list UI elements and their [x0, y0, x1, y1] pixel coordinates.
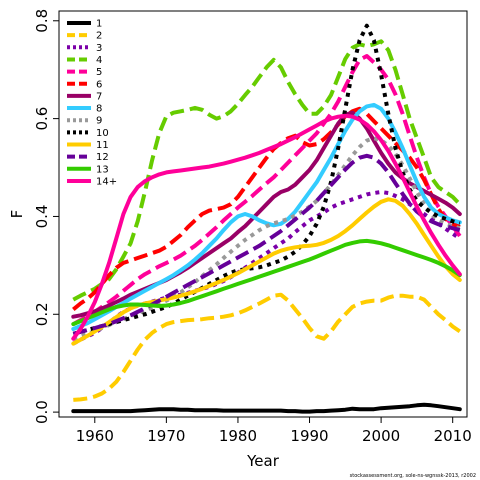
legend-label: 13 [96, 164, 109, 175]
legend-label: 8 [96, 104, 102, 115]
legend-label: 1 [96, 19, 102, 30]
legend-entry: 12 [67, 152, 109, 163]
legend-label: 14+ [96, 176, 117, 187]
series-line-12 [72, 153, 461, 336]
series-line-7 [71, 110, 462, 319]
x-tick-label: 2000 [362, 427, 400, 445]
y-axis-title: F [8, 210, 26, 219]
y-tick-label: 0.2 [33, 302, 51, 326]
x-axis: 1960 1970 1980 1990 2000 2010 [76, 416, 472, 445]
x-tick-label: 1980 [219, 427, 257, 445]
series-line-6 [72, 106, 461, 311]
legend-label: 10 [96, 128, 109, 139]
x-tick-label: 1990 [290, 427, 328, 445]
legend-entry: 10 [67, 128, 109, 139]
series-line-9 [72, 136, 461, 341]
legend-label: 3 [96, 43, 102, 54]
legend-label: 4 [96, 55, 102, 66]
y-tick-label: 0.8 [33, 9, 51, 33]
legend-entry: 11 [67, 140, 109, 151]
y-tick-label: 0.0 [33, 400, 51, 424]
series-line-2 [73, 292, 461, 402]
legend-entry: 1 [67, 19, 102, 30]
x-tick-label: 2010 [434, 427, 472, 445]
series-layer [71, 23, 462, 414]
legend-label: 7 [96, 91, 102, 102]
legend-label: 6 [96, 79, 102, 90]
series-line-4 [72, 39, 462, 302]
legend-entry: 6 [67, 79, 102, 90]
x-axis-title: Year [246, 452, 280, 470]
y-tick-label: 0.6 [33, 107, 51, 131]
legend-entry: 2 [67, 31, 102, 42]
series-line-10 [72, 23, 461, 336]
series-line-8 [71, 102, 462, 331]
legend-entry: 3 [67, 43, 102, 54]
legend-label: 9 [96, 116, 102, 127]
y-tick-label: 0.4 [33, 205, 51, 229]
series-line-5 [72, 54, 462, 326]
legend-label: 11 [96, 140, 109, 151]
series-line-13 [71, 238, 462, 327]
legend-entry: 7 [67, 91, 102, 102]
credit-text: stockassessment.org, sole-ns-wgnssk-2013… [350, 473, 476, 479]
legend-label: 5 [96, 67, 102, 78]
y-axis: 0.0 0.2 0.4 0.6 0.8 [33, 9, 60, 424]
legend-entry: 5 [67, 67, 102, 78]
legend-entry: 14+ [67, 176, 117, 187]
legend-entry: 9 [67, 116, 102, 127]
x-tick-label: 1960 [76, 427, 114, 445]
legend-label: 2 [96, 31, 102, 42]
legend-label: 12 [96, 152, 109, 163]
legend-entry: 4 [67, 55, 102, 66]
legend-entry: 8 [67, 104, 102, 115]
legend-entry: 13 [67, 164, 109, 175]
series-line-14plus [71, 113, 462, 341]
x-tick-label: 1970 [147, 427, 185, 445]
series-line-1 [71, 402, 462, 414]
